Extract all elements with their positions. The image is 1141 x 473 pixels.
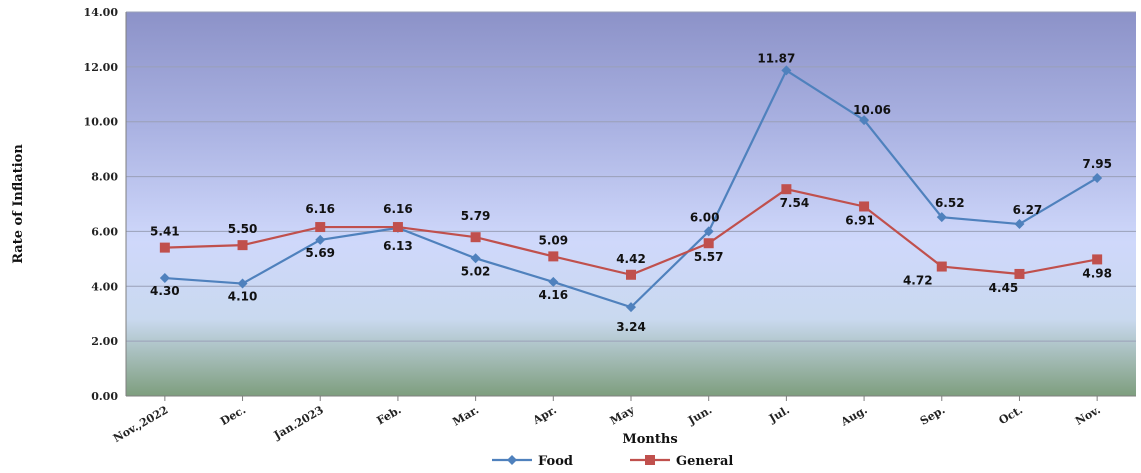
point-general [1014, 268, 1025, 279]
plot-area [126, 12, 1136, 396]
y-tick-label: 12.00 [84, 61, 119, 74]
point-general [1092, 254, 1103, 265]
point-food [237, 278, 248, 289]
x-axis-title: Months [622, 432, 677, 447]
point-food [781, 65, 792, 76]
y-tick-label: 14.00 [84, 6, 119, 19]
data-label-general: 6.91 [845, 213, 875, 227]
x-tick-label: Feb. [375, 403, 404, 427]
y-tick-label: 2.00 [91, 335, 118, 348]
data-labels: 4.30 4.10 5.69 6.13 5.02 4.16 3.24 6.00 11.87 10.… [150, 51, 1112, 334]
point-general [626, 269, 636, 280]
x-tick-label: Aug. [838, 403, 870, 429]
point-general [936, 261, 947, 272]
point-general [548, 251, 559, 262]
data-label-general: 7.54 [780, 196, 810, 210]
data-label-food: 6.00 [690, 210, 720, 224]
data-label-food: 10.06 [853, 103, 891, 117]
data-label-general: 5.57 [694, 250, 724, 264]
x-tick-label: Apr. [530, 403, 559, 427]
point-food [1092, 172, 1103, 183]
point-food [470, 253, 481, 264]
data-label-food: 3.24 [616, 320, 646, 334]
point-food [159, 273, 170, 284]
data-label-food: 11.87 [757, 51, 795, 65]
point-food [936, 212, 947, 223]
data-label-food: 4.10 [228, 290, 258, 304]
x-tick-label: Nov.,2022 [111, 403, 170, 445]
data-label-food: 5.02 [461, 264, 491, 278]
data-label-food: 6.52 [935, 196, 965, 210]
x-tick-label: Jul. [766, 403, 792, 425]
point-general [781, 184, 792, 195]
x-tick-label: Jan.2023 [271, 403, 326, 442]
data-label-food: 7.95 [1082, 157, 1112, 171]
point-general [859, 201, 870, 212]
y-tick-label: 4.00 [91, 280, 118, 293]
data-label-general: 5.09 [539, 233, 569, 247]
y-axis: 0.00 2.00 4.00 6.00 8.00 10.00 12.00 14.00 [84, 6, 127, 403]
data-label-general: 5.50 [228, 222, 258, 236]
data-label-general: 6.16 [383, 202, 413, 216]
point-general [392, 222, 403, 233]
point-general [159, 242, 170, 253]
point-general [470, 232, 481, 243]
y-tick-label: 0.00 [91, 390, 118, 403]
point-food [548, 276, 559, 287]
data-label-food: 6.27 [1013, 203, 1043, 217]
series-layer [159, 65, 1103, 313]
point-general [237, 240, 248, 251]
legend: Food General [492, 454, 733, 469]
data-label-general: 4.98 [1082, 266, 1112, 280]
data-label-general: 4.45 [989, 281, 1019, 295]
x-tick-label: Jun. [685, 403, 714, 427]
x-tick-label: Nov. [1073, 403, 1102, 428]
point-general [703, 238, 714, 249]
point-food [1014, 219, 1025, 230]
y-tick-label: 8.00 [91, 171, 118, 184]
point-food [859, 115, 870, 126]
point-general [315, 222, 326, 233]
point-food [315, 234, 326, 245]
data-label-food: 5.69 [305, 246, 335, 260]
data-label-food: 4.16 [539, 288, 569, 302]
data-label-food: 4.30 [150, 284, 180, 298]
x-tick-label: Mar. [450, 403, 481, 428]
x-tick-label: Sep. [918, 403, 947, 427]
data-label-general: 6.16 [305, 202, 335, 216]
data-label-general: 4.72 [903, 274, 933, 288]
data-label-general: 4.42 [616, 252, 646, 266]
data-label-food: 6.13 [383, 239, 413, 253]
data-label-general: 5.79 [461, 209, 491, 223]
legend-marker-general [645, 455, 655, 465]
legend-label-general: General [676, 454, 733, 469]
y-axis-title: Rate of Inflation [11, 144, 26, 264]
gridlines [126, 11, 1136, 397]
x-tick-label: Dec. [218, 403, 248, 428]
x-tick-label: Oct. [997, 403, 1025, 427]
point-food [703, 226, 714, 237]
y-tick-label: 10.00 [84, 116, 119, 129]
data-label-general: 5.41 [150, 225, 180, 239]
legend-label-food: Food [538, 454, 573, 469]
point-food [626, 302, 636, 313]
x-tick-label: May [608, 403, 637, 427]
legend-marker-food [507, 455, 517, 465]
y-tick-label: 6.00 [91, 225, 118, 238]
